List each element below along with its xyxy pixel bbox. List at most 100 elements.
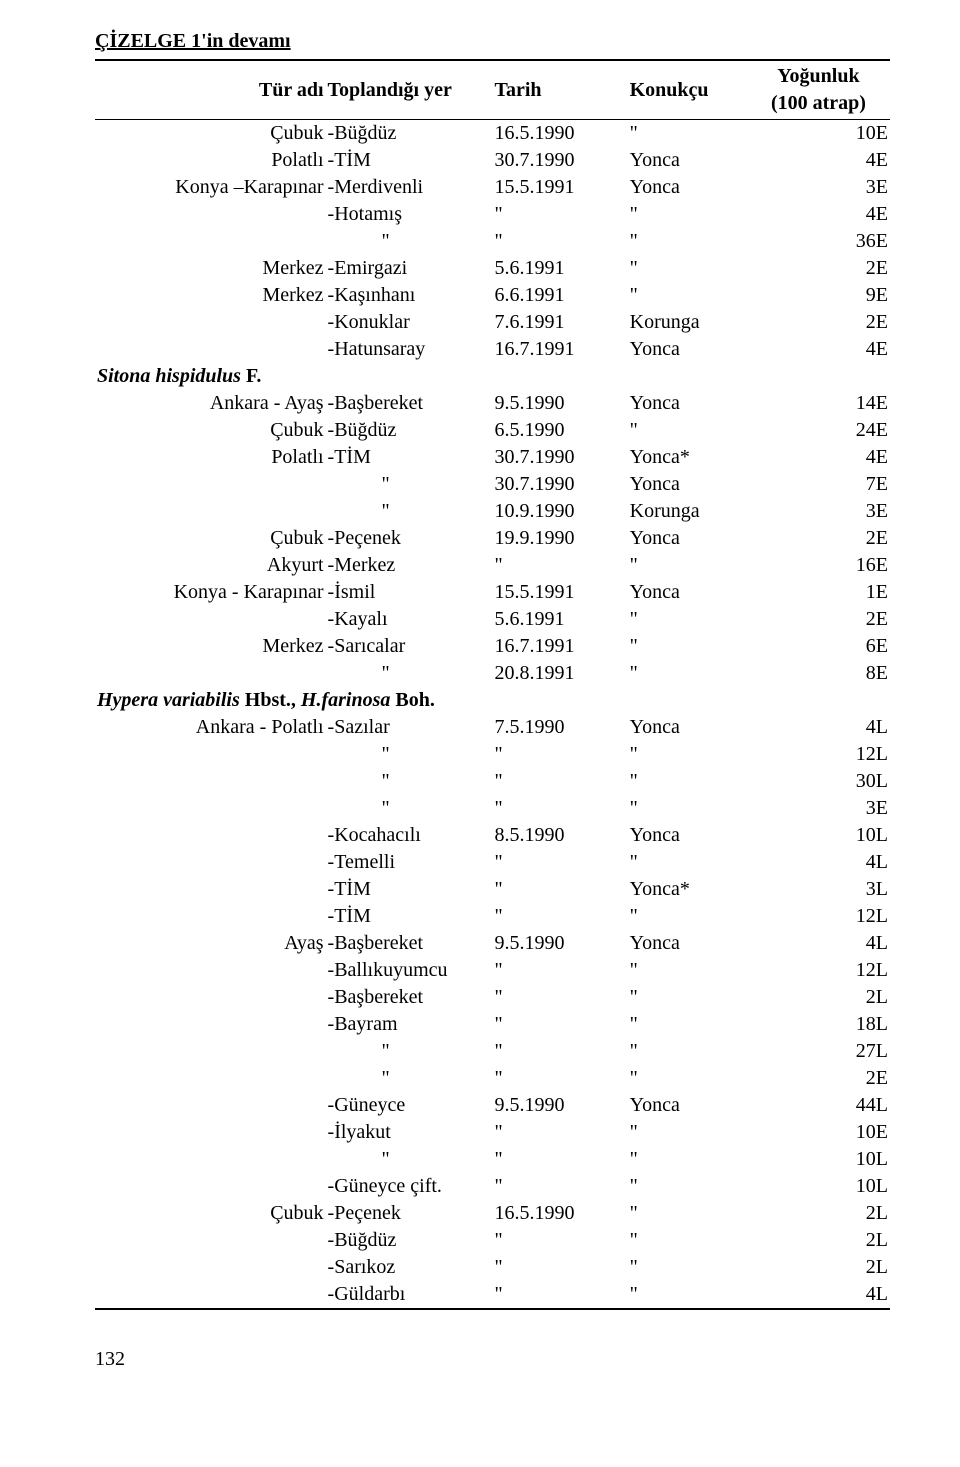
table-row: Konya - Karapınar-İsmil15.5.1991Yonca1E: [95, 579, 890, 606]
table-body: Çubuk-Büğdüz16.5.1990"10EPolatlı-TİM30.7…: [95, 120, 890, 1310]
table-row: Çubuk-Peçenek16.5.1990"2L: [95, 1200, 890, 1227]
cell-yog: 36E: [747, 228, 890, 255]
cell-konuk: ": [628, 255, 747, 282]
cell-konuk: ": [628, 1038, 747, 1065]
cell-top: ": [326, 471, 493, 498]
cell-konuk: Yonca*: [628, 444, 747, 471]
cell-tarih: 16.5.1990: [492, 1200, 627, 1227]
cell-tur: [95, 1281, 326, 1309]
cell-tarih: 20.8.1991: [492, 660, 627, 687]
cell-tur: Merkez: [95, 282, 326, 309]
cell-tur: Konya - Karapınar: [95, 579, 326, 606]
cell-yog: 7E: [747, 471, 890, 498]
table-row: "20.8.1991"8E: [95, 660, 890, 687]
cell-konuk: ": [628, 741, 747, 768]
cell-yog: 2E: [747, 1065, 890, 1092]
table-row: -Temelli""4L: [95, 849, 890, 876]
cell-yog: 4L: [747, 849, 890, 876]
cell-top: -Büğdüz: [326, 417, 493, 444]
cell-konuk: ": [628, 1254, 747, 1281]
cell-tur: [95, 606, 326, 633]
table-row: -Konuklar7.6.1991Korunga2E: [95, 309, 890, 336]
table-row: Çubuk-Peçenek19.9.1990Yonca2E: [95, 525, 890, 552]
table-row: -Kayalı5.6.1991"2E: [95, 606, 890, 633]
cell-tur: Ankara - Polatlı: [95, 714, 326, 741]
cell-tur: [95, 1065, 326, 1092]
cell-top: -Hotamış: [326, 201, 493, 228]
cell-top: -Kaşınhanı: [326, 282, 493, 309]
cell-konuk: ": [628, 1227, 747, 1254]
cell-tarih: ": [492, 795, 627, 822]
cell-tarih: ": [492, 1065, 627, 1092]
cell-tur: Çubuk: [95, 120, 326, 148]
cell-tarih: 16.5.1990: [492, 120, 627, 148]
cell-yog: 10L: [747, 1173, 890, 1200]
cell-yog: 30L: [747, 768, 890, 795]
cell-konuk: ": [628, 1011, 747, 1038]
cell-tarih: ": [492, 1281, 627, 1309]
cell-konuk: Yonca: [628, 714, 747, 741]
th-konuk: Konukçu: [628, 60, 747, 120]
cell-tur: Çubuk: [95, 525, 326, 552]
cell-yog: 10L: [747, 1146, 890, 1173]
cell-tur: [95, 228, 326, 255]
th-yog-line2: (100 atrap): [771, 92, 866, 114]
th-yog: Yoğunluk (100 atrap): [747, 60, 890, 120]
table-row: -İlyakut""10E: [95, 1119, 890, 1146]
cell-yog: 2L: [747, 1200, 890, 1227]
cell-yog: 4E: [747, 147, 890, 174]
cell-konuk: Yonca: [628, 174, 747, 201]
cell-konuk: Yonca: [628, 525, 747, 552]
page-title: ÇİZELGE 1'in devamı: [95, 28, 890, 55]
table-header-row: Tür adı Toplandığı yer Tarih Konukçu Yoğ…: [95, 60, 890, 120]
cell-konuk: ": [628, 957, 747, 984]
cell-yog: 4L: [747, 1281, 890, 1309]
cell-konuk: ": [628, 606, 747, 633]
table-row: -Büğdüz""2L: [95, 1227, 890, 1254]
cell-tarih: ": [492, 957, 627, 984]
cell-yog: 10L: [747, 822, 890, 849]
cell-tarih: 7.6.1991: [492, 309, 627, 336]
cell-tur: [95, 795, 326, 822]
cell-top: -Peçenek: [326, 1200, 493, 1227]
table-row: -Hatunsaray16.7.1991Yonca4E: [95, 336, 890, 363]
cell-top: -İlyakut: [326, 1119, 493, 1146]
cell-tarih: 19.9.1990: [492, 525, 627, 552]
cell-konuk: ": [628, 903, 747, 930]
cell-tur: [95, 903, 326, 930]
cell-top: -Büğdüz: [326, 1227, 493, 1254]
cell-tarih: ": [492, 903, 627, 930]
cell-top: -Konuklar: [326, 309, 493, 336]
table-row: Merkez-Sarıcalar16.7.1991"6E: [95, 633, 890, 660]
cell-top: -Temelli: [326, 849, 493, 876]
cell-konuk: ": [628, 282, 747, 309]
cell-top: -Güneyce: [326, 1092, 493, 1119]
cell-top: -Bayram: [326, 1011, 493, 1038]
cell-tarih: ": [492, 984, 627, 1011]
cell-konuk: Yonca: [628, 336, 747, 363]
cell-top: ": [326, 741, 493, 768]
cell-top: -TİM: [326, 903, 493, 930]
cell-top: -Güldarbı: [326, 1281, 493, 1309]
cell-top: ": [326, 228, 493, 255]
cell-tur: [95, 201, 326, 228]
table-row: -TİM""12L: [95, 903, 890, 930]
cell-yog: 27L: [747, 1038, 890, 1065]
table-row: -Ballıkuyumcu""12L: [95, 957, 890, 984]
table-row: Sitona hispidulus F.: [95, 363, 890, 390]
cell-top: ": [326, 795, 493, 822]
cell-top: ": [326, 498, 493, 525]
cell-top: ": [326, 660, 493, 687]
cell-tur: [95, 1038, 326, 1065]
table-row: Konya –Karapınar-Merdivenli15.5.1991Yonc…: [95, 174, 890, 201]
cell-konuk: Yonca: [628, 579, 747, 606]
cell-top: -Sarıcalar: [326, 633, 493, 660]
cell-yog: 4E: [747, 201, 890, 228]
cell-yog: 16E: [747, 552, 890, 579]
table-row: """36E: [95, 228, 890, 255]
th-yog-line1: Yoğunluk: [777, 65, 859, 87]
cell-konuk: Yonca: [628, 390, 747, 417]
cell-yog: 12L: [747, 741, 890, 768]
cell-konuk: ": [628, 660, 747, 687]
cell-yog: 2E: [747, 525, 890, 552]
